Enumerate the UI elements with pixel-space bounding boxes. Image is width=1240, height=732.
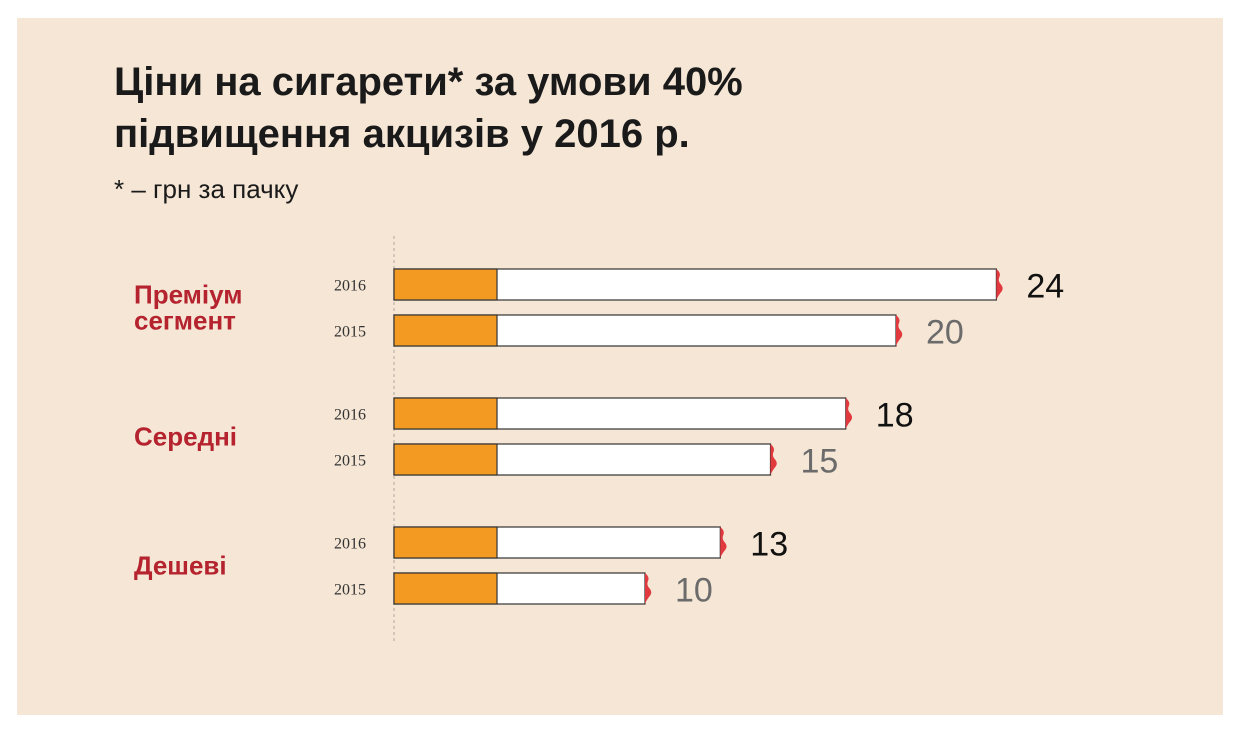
chart-title: Ціни на сигарети* за умови 40% підвищенн… bbox=[114, 56, 1014, 160]
category-label: Дешеві bbox=[134, 551, 227, 581]
value-label: 18 bbox=[876, 397, 914, 435]
value-label: 24 bbox=[1026, 268, 1064, 306]
category-group: Преміум сегмент 2016 24 2015 20 bbox=[134, 268, 1064, 352]
year-label: 2015 bbox=[334, 582, 366, 599]
bar-filter bbox=[393, 572, 498, 605]
bar-filter bbox=[393, 314, 498, 347]
year-label: 2016 bbox=[334, 278, 366, 295]
category-label: Середні bbox=[134, 422, 237, 452]
year-label: 2016 bbox=[334, 407, 366, 424]
bar-tip bbox=[845, 398, 853, 429]
value-label: 20 bbox=[926, 314, 964, 352]
year-label: 2016 bbox=[334, 536, 366, 553]
year-label: 2015 bbox=[334, 324, 366, 341]
bar-tip bbox=[996, 269, 1003, 300]
bar-filter bbox=[393, 268, 498, 301]
bar-filter bbox=[393, 526, 498, 559]
bar-filter bbox=[393, 443, 498, 476]
value-label: 15 bbox=[801, 443, 839, 481]
bar-tip bbox=[720, 527, 727, 558]
value-label: 10 bbox=[675, 572, 713, 610]
bar-tip bbox=[896, 315, 903, 346]
chart-subtitle: * – грн за пачку bbox=[114, 174, 299, 204]
title-line-2: підвищення акцизів у 2016 р. bbox=[114, 112, 690, 156]
category-group: Дешеві 2016 13 2015 10 bbox=[134, 526, 788, 610]
bar-filter bbox=[393, 397, 498, 430]
bar-tip bbox=[770, 444, 777, 475]
bar-tip bbox=[645, 573, 652, 604]
year-label: 2015 bbox=[334, 453, 366, 470]
value-label: 13 bbox=[750, 526, 788, 564]
title-line-1: Ціни на сигарети* за умови 40% bbox=[114, 60, 743, 104]
category-group: Середні 2016 18 2015 15 bbox=[134, 397, 914, 481]
category-label: Преміум сегмент bbox=[134, 280, 243, 336]
